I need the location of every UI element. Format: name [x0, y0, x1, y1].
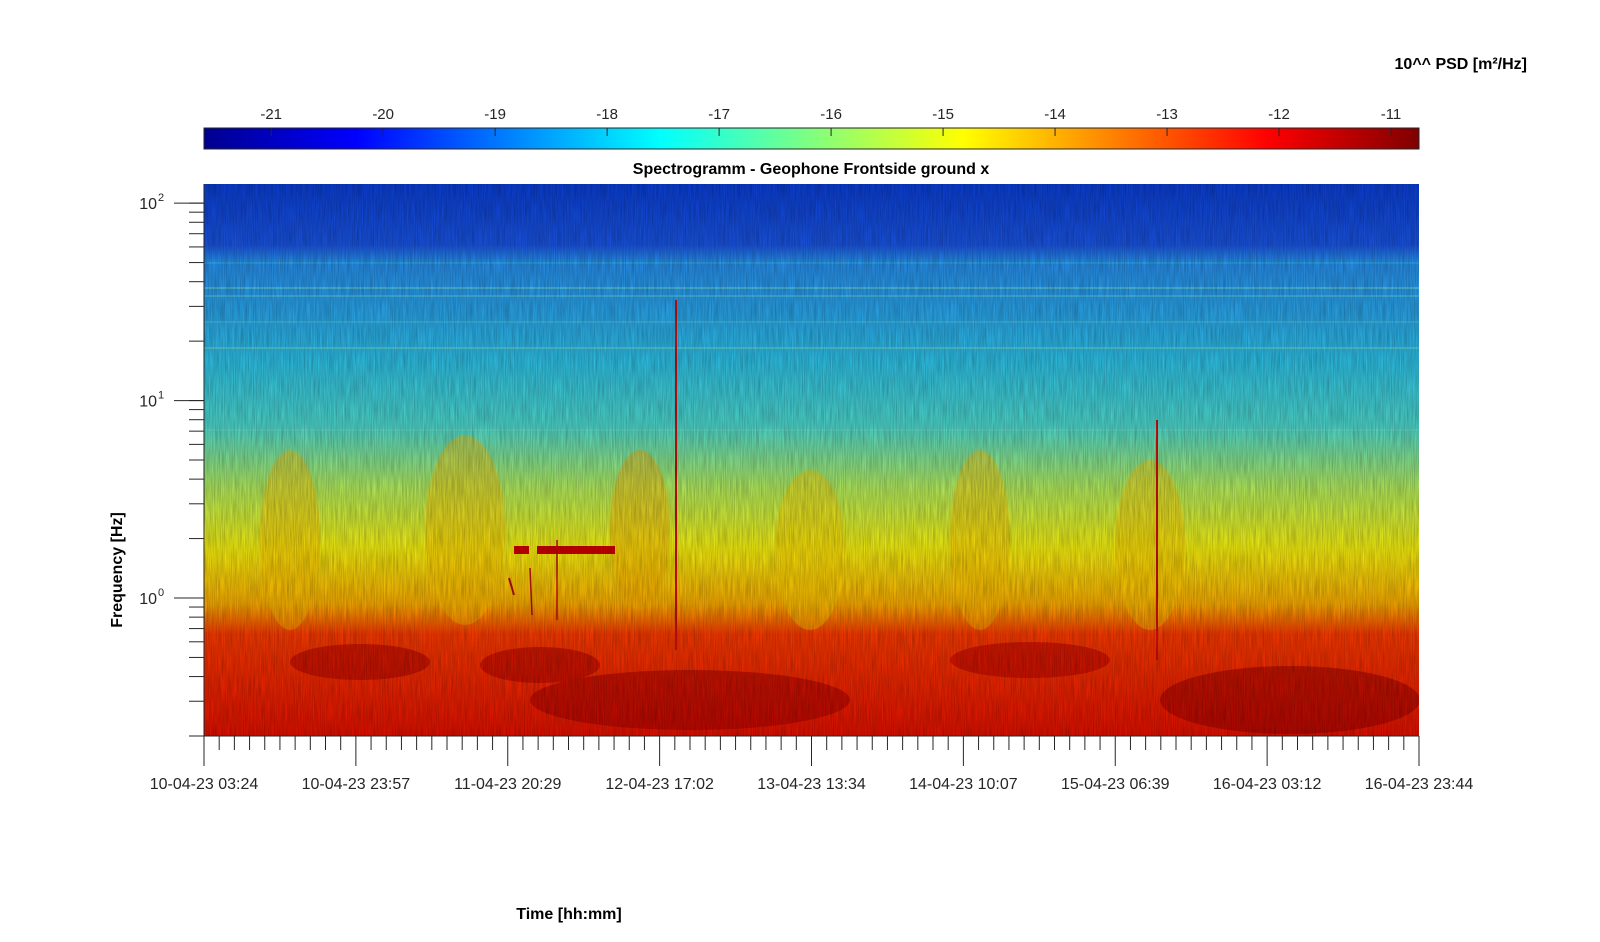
- y-tick-label: 10: [139, 196, 157, 213]
- y-tick-exponent: 1: [158, 390, 164, 402]
- x-tick-label: 14-04-23 10:07: [909, 776, 1018, 793]
- colorbar-tick-label: -14: [1044, 106, 1066, 123]
- y-tick-label: 10: [139, 394, 157, 411]
- spectrogram-image: [204, 184, 1419, 736]
- x-tick-label: 10-04-23 23:57: [302, 776, 411, 793]
- colorbar-tick-label: -16: [820, 106, 842, 123]
- x-tick-label: 13-04-23 13:34: [757, 776, 866, 793]
- x-minor-ticks: [218, 736, 1405, 750]
- y-minor-ticks: [189, 202, 204, 737]
- colorbar-tick-label: -21: [260, 106, 282, 123]
- colorbar-tick-label: -17: [708, 106, 730, 123]
- y-tick-exponent: 0: [158, 587, 164, 599]
- x-tick-label: 16-04-23 03:12: [1213, 776, 1322, 793]
- colorbar-tick-label: -12: [1268, 106, 1290, 123]
- chart-title: Spectrogramm - Geophone Frontside ground…: [633, 161, 990, 178]
- x-tick-label: 12-04-23 17:02: [605, 776, 714, 793]
- colorbar: [203, 127, 1420, 150]
- x-tick-label: 10-04-23 03:24: [150, 776, 259, 793]
- colorbar-label: 10^^ PSD [m²/Hz]: [1395, 56, 1527, 73]
- x-tick-label: 16-04-23 23:44: [1365, 776, 1474, 793]
- colorbar-tick-label: -11: [1381, 106, 1402, 123]
- x-major-ticks: 10-04-23 03:24 10-04-23 23:57 11-04-23 20:…: [150, 736, 1474, 793]
- colorbar-tick-label: -20: [372, 106, 394, 123]
- y-tick-exponent: 2: [158, 192, 164, 204]
- x-axis: 10-04-23 03:24 10-04-23 23:57 11-04-23 20:…: [150, 735, 1474, 793]
- colorbar-ticks: -21 -20 -19 -18 -17 -16 -15 -14 -13 -12 -11: [260, 106, 1401, 136]
- y-tick-label: 10: [139, 591, 157, 608]
- y-axis-label: Frequency [Hz]: [109, 512, 126, 628]
- colorbar-tick-label: -15: [932, 106, 954, 123]
- x-axis-label: Time [hh:mm]: [516, 906, 621, 923]
- colorbar-tick-label: -19: [484, 106, 506, 123]
- x-tick-label: 15-04-23 06:39: [1061, 776, 1170, 793]
- colorbar-tick-label: -13: [1156, 106, 1178, 123]
- colorbar-tick-label: -18: [596, 106, 618, 123]
- x-tick-label: 11-04-23 20:29: [454, 776, 561, 793]
